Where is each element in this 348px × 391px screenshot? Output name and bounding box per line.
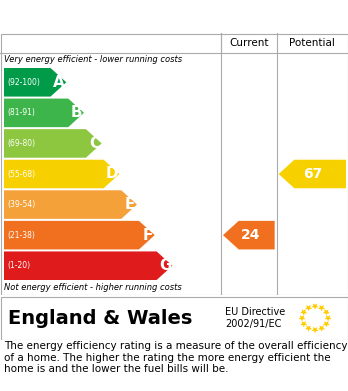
- Text: 24: 24: [241, 228, 261, 242]
- Polygon shape: [279, 160, 346, 188]
- Text: 67: 67: [303, 167, 322, 181]
- Polygon shape: [4, 251, 172, 280]
- Polygon shape: [4, 129, 102, 158]
- Polygon shape: [4, 99, 84, 127]
- Polygon shape: [318, 325, 325, 332]
- Polygon shape: [311, 303, 319, 310]
- Text: (21-38): (21-38): [7, 231, 35, 240]
- Text: D: D: [106, 167, 119, 181]
- Polygon shape: [323, 309, 330, 316]
- Polygon shape: [300, 321, 307, 327]
- Text: Energy Efficiency Rating: Energy Efficiency Rating: [54, 7, 294, 25]
- Polygon shape: [4, 221, 155, 249]
- Text: Not energy efficient - higher running costs: Not energy efficient - higher running co…: [4, 283, 182, 292]
- Text: Very energy efficient - lower running costs: Very energy efficient - lower running co…: [4, 56, 182, 65]
- Text: A: A: [53, 75, 65, 90]
- Text: (81-91): (81-91): [7, 108, 35, 117]
- Polygon shape: [305, 305, 312, 311]
- Polygon shape: [311, 327, 319, 333]
- Text: (55-68): (55-68): [7, 170, 35, 179]
- Polygon shape: [318, 305, 325, 311]
- Text: (92-100): (92-100): [7, 78, 40, 87]
- Text: (69-80): (69-80): [7, 139, 35, 148]
- Polygon shape: [299, 315, 306, 321]
- Text: E: E: [125, 197, 135, 212]
- Polygon shape: [305, 325, 312, 332]
- Text: (39-54): (39-54): [7, 200, 35, 209]
- Polygon shape: [323, 321, 330, 327]
- Text: EU Directive
2002/91/EC: EU Directive 2002/91/EC: [225, 307, 285, 329]
- Polygon shape: [324, 315, 332, 321]
- Text: Potential: Potential: [290, 38, 335, 48]
- Text: The energy efficiency rating is a measure of the overall efficiency of a home. T: The energy efficiency rating is a measur…: [4, 341, 348, 374]
- Polygon shape: [300, 309, 307, 316]
- Text: F: F: [142, 228, 153, 243]
- Text: G: G: [159, 258, 172, 273]
- Polygon shape: [223, 221, 275, 249]
- Text: England & Wales: England & Wales: [8, 308, 192, 328]
- Polygon shape: [4, 160, 119, 188]
- Text: Current: Current: [229, 38, 269, 48]
- Polygon shape: [4, 68, 66, 97]
- Polygon shape: [4, 190, 137, 219]
- Text: B: B: [71, 105, 83, 120]
- Text: C: C: [89, 136, 100, 151]
- Text: (1-20): (1-20): [7, 261, 30, 270]
